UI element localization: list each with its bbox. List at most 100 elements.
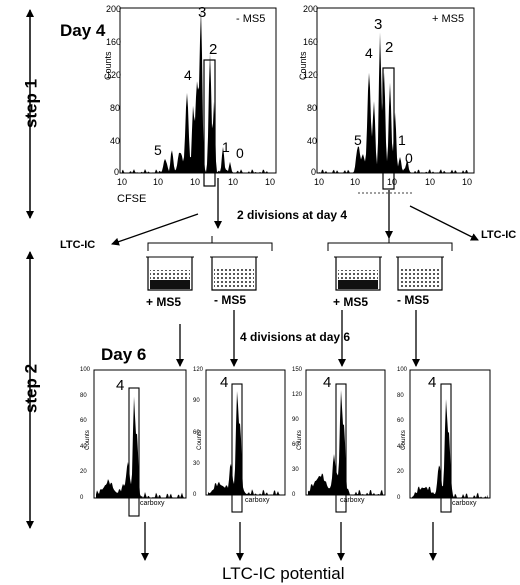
day6-title: Day 6 <box>101 345 147 364</box>
day6-panel-2 <box>205 369 286 513</box>
divisions-day6-label: 4 divisions at day 6 <box>240 330 351 344</box>
tick: 200 <box>303 4 319 14</box>
bracket-right <box>327 236 453 251</box>
tick: 10 <box>425 177 436 187</box>
day4-left-histogram <box>119 7 277 187</box>
tick: 80 <box>80 392 87 399</box>
tick: 90 <box>292 417 299 423</box>
tick: 40 <box>80 443 87 450</box>
division-4-gate <box>335 383 347 513</box>
peak-label: 4 <box>365 45 373 61</box>
peak-label: 4 <box>323 374 332 391</box>
well-label-plus-left: + MS5 <box>146 295 182 309</box>
tick: 10 <box>350 177 361 187</box>
well-label-minus-right: - MS5 <box>397 293 430 307</box>
footer-label: LTC-IC potential <box>222 564 345 583</box>
peak-label: 1 <box>222 139 230 155</box>
tick: 10 <box>462 177 473 187</box>
tick: 120 <box>292 392 303 398</box>
day6-xlabel: carboxy <box>245 497 270 504</box>
tick: 10 <box>228 177 239 187</box>
day6-panel-3 <box>305 369 386 513</box>
well-minus-ms5-left <box>210 256 258 291</box>
tick: 160 <box>106 37 122 47</box>
peak-label: 0 <box>236 145 244 161</box>
peak-label: 0 <box>405 150 413 166</box>
peak-label: 2 <box>385 39 394 56</box>
tick: 80 <box>397 392 404 399</box>
tick: 10 <box>117 177 128 187</box>
tick: 60 <box>80 418 87 425</box>
day6-xlabel: carboxy <box>140 500 165 507</box>
tick: 0 <box>80 495 84 501</box>
day4-left-condition: - MS5 <box>236 13 266 25</box>
peak-label: 3 <box>374 16 383 33</box>
tick: 60 <box>193 429 200 436</box>
tick: 10 <box>153 177 164 187</box>
tick: 10 <box>190 177 201 187</box>
bracket-left <box>147 236 273 251</box>
division-4-gate <box>128 387 140 517</box>
step1-label: step 1 <box>21 78 41 129</box>
tick: 0 <box>397 495 401 501</box>
tick: 0 <box>292 492 296 498</box>
division-4-gate <box>440 383 452 513</box>
division-2-gate <box>382 67 395 190</box>
arrow-ltcic-right <box>409 205 479 241</box>
tick: 10 <box>314 177 325 187</box>
tick: 120 <box>193 367 204 373</box>
peak-label: 4 <box>184 67 192 83</box>
ltcic-right-label: LTC-IC <box>481 229 517 241</box>
well-minus-ms5-right <box>396 256 444 291</box>
day4-xlabel: CFSE <box>117 193 147 205</box>
tick: 30 <box>292 467 299 473</box>
day4-right-condition: + MS5 <box>432 13 465 25</box>
day6-xlabel: carboxy <box>340 497 365 504</box>
day4-title: Day 4 <box>60 21 106 40</box>
peak-label: 1 <box>398 132 406 148</box>
tick: 0 <box>193 492 197 498</box>
tick: 40 <box>397 443 404 450</box>
well-label-plus-right: + MS5 <box>333 295 369 309</box>
peak-label: 5 <box>154 142 162 158</box>
peak-label: 4 <box>116 377 125 394</box>
tick: 20 <box>397 469 404 476</box>
peak-label: 2 <box>209 41 218 58</box>
tick: 0 <box>114 167 120 177</box>
tick: 80 <box>307 103 318 113</box>
tick: 90 <box>193 398 200 405</box>
tick: 160 <box>303 37 319 47</box>
ltcic-left-label: LTC-IC <box>60 239 96 251</box>
tick: 10 <box>387 177 398 187</box>
peak-label: 4 <box>220 374 229 391</box>
tick: 0 <box>311 167 317 177</box>
day6-panel-4 <box>409 369 491 513</box>
tick: 30 <box>193 460 200 467</box>
well-plus-ms5-left <box>146 256 194 291</box>
tick: 40 <box>307 136 318 146</box>
division-4-gate <box>231 383 243 513</box>
tick: 10 <box>265 177 276 187</box>
tick: 60 <box>397 418 404 425</box>
day4-right-histogram <box>316 7 475 190</box>
peak-label: 4 <box>428 374 437 391</box>
arrow-ltcic-left <box>111 213 199 246</box>
well-plus-ms5-right <box>334 256 382 291</box>
tick: 200 <box>106 4 122 14</box>
peak-label: 5 <box>354 132 362 148</box>
division-2-gate <box>203 59 216 187</box>
tick: 20 <box>80 469 87 476</box>
well-label-minus-left: - MS5 <box>214 293 247 307</box>
tick: 150 <box>292 367 303 373</box>
tick: 40 <box>110 136 121 146</box>
tick: 120 <box>106 70 122 80</box>
tick: 120 <box>303 70 319 80</box>
tick: 100 <box>80 367 91 373</box>
tick: 100 <box>397 367 408 373</box>
peak-label: 3 <box>198 4 207 21</box>
tick: 80 <box>110 103 121 113</box>
tick: 60 <box>292 442 299 448</box>
divisions-day4-label: 2 divisions at day 4 <box>237 208 348 222</box>
day6-panel-1 <box>93 369 187 517</box>
